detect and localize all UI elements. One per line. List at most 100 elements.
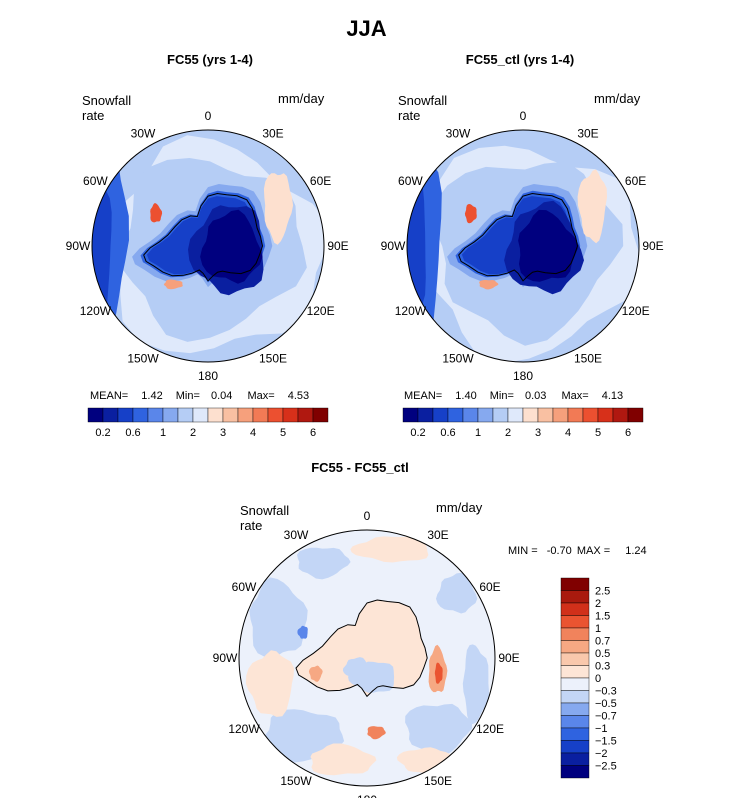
colorbar-segment <box>312 407 329 423</box>
colorbar-segment <box>537 407 554 423</box>
colorbar-tick: 2 <box>190 427 196 439</box>
field-maximum <box>163 279 183 290</box>
colorbar-segment <box>552 407 569 423</box>
colorbar-tick: 0.6 <box>440 427 455 439</box>
lon-label: 180 <box>357 793 377 798</box>
lon-label: 90W <box>66 239 91 253</box>
lon-label: 90E <box>642 239 663 253</box>
colorbar-segment <box>447 407 464 423</box>
lon-label: 120E <box>622 304 650 318</box>
chart-title: FC55 (yrs 1-4) <box>167 52 253 67</box>
difference-field <box>239 530 495 786</box>
lon-label: 30W <box>446 126 471 140</box>
colorbar-tick: 5 <box>280 427 286 439</box>
lon-label: 150E <box>574 352 602 366</box>
antarctica-coastline <box>295 599 428 698</box>
field-band <box>132 184 273 288</box>
field-band <box>350 536 429 563</box>
colorbar-tick: −0.7 <box>595 711 617 723</box>
colorbar-segment <box>477 407 494 423</box>
field-band <box>310 743 377 776</box>
field-band <box>518 209 578 282</box>
colorbar-tick: 0.7 <box>595 636 610 648</box>
lon-label: 60W <box>83 174 108 188</box>
colorbar-segment <box>297 407 314 423</box>
field-band <box>120 158 307 342</box>
colorbar-segment <box>612 407 629 423</box>
field-band <box>462 644 490 725</box>
field-maximum <box>464 204 477 224</box>
colorbar-tick: 1 <box>595 623 601 635</box>
colorbar-segment <box>560 752 590 766</box>
mean-label: MEAN= <box>90 390 129 402</box>
min-value: 0.03 <box>524 390 547 402</box>
lon-label: 30E <box>427 528 448 542</box>
field-ocean <box>92 130 324 362</box>
min-value: 0.04 <box>210 390 233 402</box>
stats-line: MEAN= 1.42 Min= 0.04 Max= 4.53 <box>90 390 309 402</box>
colorbar-segment <box>627 407 644 423</box>
mean-value: 1.40 <box>455 390 477 402</box>
max-value: 1.24 <box>625 545 647 557</box>
field-band <box>433 161 624 346</box>
field-band <box>249 577 308 658</box>
colorbar-segment <box>560 740 590 754</box>
colorbar-tick: −2.5 <box>595 761 617 773</box>
field-band <box>455 190 581 283</box>
stats-line: MIN = -0.70 MAX = 1.24 <box>508 545 647 557</box>
mean-value: 1.42 <box>141 390 163 402</box>
lon-label: 150W <box>280 774 312 788</box>
colorbar-segment <box>252 407 269 423</box>
colorbar-segment <box>237 407 254 423</box>
colorbar-segment <box>560 677 590 691</box>
colorbar-tick: −0.5 <box>595 698 617 710</box>
map-frame <box>406 129 640 363</box>
lon-label: 120E <box>476 722 504 736</box>
field-minimum <box>297 625 308 639</box>
min-label: Min= <box>489 390 514 402</box>
colorbar-tick: 0.6 <box>125 427 140 439</box>
lon-label: 150E <box>259 352 287 366</box>
mean-label: MEAN= <box>404 390 443 402</box>
colorbar-segment <box>282 407 299 423</box>
field-label: Snowfall rate <box>82 93 132 123</box>
lon-label: 90E <box>327 239 348 253</box>
colorbar-segment <box>192 407 209 423</box>
colorbar-segment <box>567 407 584 423</box>
field-band <box>342 657 370 679</box>
colorbar-segment <box>560 640 590 654</box>
lon-label: 0 <box>205 109 212 123</box>
colorbar-segment <box>560 690 590 704</box>
lon-label: 150W <box>127 352 159 366</box>
field-band <box>263 173 294 245</box>
colorbar-tick: 2 <box>505 427 511 439</box>
colorbar-tick: 3 <box>220 427 226 439</box>
colorbar-segment <box>492 407 509 423</box>
colorbar-tick: 4 <box>250 427 256 439</box>
field-label: Snowfall rate <box>398 93 448 123</box>
map-frame <box>91 129 325 363</box>
colorbar-segment <box>560 602 590 616</box>
colorbar-segment <box>132 407 149 423</box>
min-label: Min= <box>175 390 200 402</box>
antarctica-coastline <box>143 192 264 282</box>
colorbar-segment <box>207 407 224 423</box>
colorbar-segment <box>462 407 479 423</box>
field-band <box>264 709 345 763</box>
lon-label: 60E <box>310 174 331 188</box>
colorbar-segment <box>87 407 104 423</box>
colorbar-segment <box>560 577 590 591</box>
colorbar-segment <box>117 407 134 423</box>
max-label: Max= <box>247 390 275 402</box>
chart-title: FC55 - FC55_ctl <box>311 460 409 475</box>
colorbar-tick: 6 <box>625 427 631 439</box>
lon-label: 30E <box>262 126 283 140</box>
field-band <box>146 196 260 280</box>
units-label: mm/day <box>278 91 325 106</box>
colorbar-segment <box>222 407 239 423</box>
lon-label: 60E <box>479 580 500 594</box>
colorbar-segment <box>417 407 434 423</box>
field-band <box>436 572 478 614</box>
lon-label: 60E <box>625 174 646 188</box>
colorbar-segment <box>147 407 164 423</box>
